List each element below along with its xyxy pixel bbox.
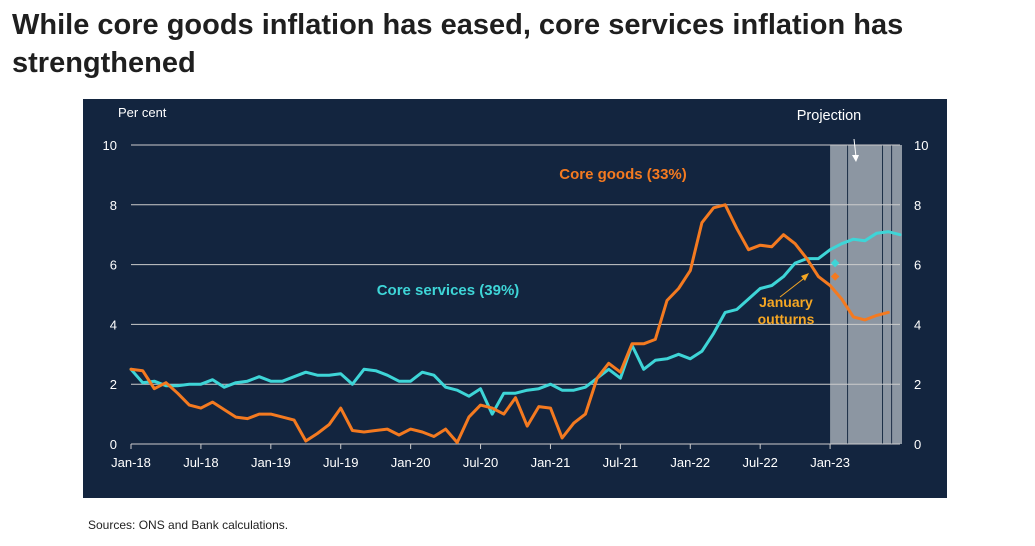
x-tick-label: Jul-20 — [463, 455, 498, 470]
inflation-chart: 0 0 2 2 4 4 6 6 8 8 10 10 Jan-18 Jul-18 Jan-19 Jul-19 Ja… — [103, 105, 929, 470]
january-outturn-arrow-shaft — [779, 275, 808, 298]
x-tick-label: Jan-20 — [391, 455, 431, 470]
x-tick-label: Jul-19 — [323, 455, 358, 470]
x-tick-label: Jan-18 — [111, 455, 151, 470]
y-tick-right: 0 — [914, 437, 921, 452]
projection-arrow-shaft — [853, 138, 857, 158]
x-tick-label: Jul-21 — [603, 455, 638, 470]
page-title: While core goods inflation has eased, co… — [12, 9, 904, 79]
y-axis-label: Per cent — [118, 105, 167, 120]
projection-label: Projection — [797, 108, 861, 124]
y-tick-left: 8 — [110, 198, 117, 213]
y-tick-left: 4 — [110, 317, 117, 332]
chart-panel: 0 0 2 2 4 4 6 6 8 8 10 10 Jan-18 Jul-18 Jan-19 Jul-19 Ja… — [83, 99, 947, 498]
january-outturn-arrow-head — [801, 273, 809, 281]
y-tick-right: 6 — [914, 258, 921, 273]
x-tick-label: Jan-19 — [251, 455, 291, 470]
core-goods-label: Core goods (33%) — [559, 166, 687, 183]
y-tick-right: 4 — [914, 317, 921, 332]
projection-arrow-head — [852, 155, 859, 162]
january-outturns-label-line1: January — [759, 294, 813, 310]
y-tick-right: 2 — [914, 377, 921, 392]
x-tick-label: Jan-22 — [670, 455, 710, 470]
core-goods-line — [129, 203, 890, 444]
core-services-line — [129, 230, 902, 416]
y-tick-left: 10 — [103, 138, 117, 153]
january-outturns-label-line2: outturns — [758, 311, 815, 327]
core-services-label: Core services (39%) — [377, 282, 520, 299]
y-tick-right: 10 — [914, 138, 928, 153]
y-tick-left: 6 — [110, 258, 117, 273]
x-tick-label: Jul-18 — [183, 455, 218, 470]
y-tick-left: 2 — [110, 377, 117, 392]
y-tick-left: 0 — [110, 437, 117, 452]
x-tick-label: Jul-22 — [742, 455, 777, 470]
sources-footnote: Sources: ONS and Bank calculations. — [88, 518, 289, 532]
y-tick-right: 8 — [914, 198, 921, 213]
january-outturn-goods-marker — [830, 272, 840, 281]
x-tick-label: Jan-21 — [531, 455, 571, 470]
x-tick-label: Jan-23 — [810, 455, 850, 470]
projection-band — [830, 145, 902, 444]
